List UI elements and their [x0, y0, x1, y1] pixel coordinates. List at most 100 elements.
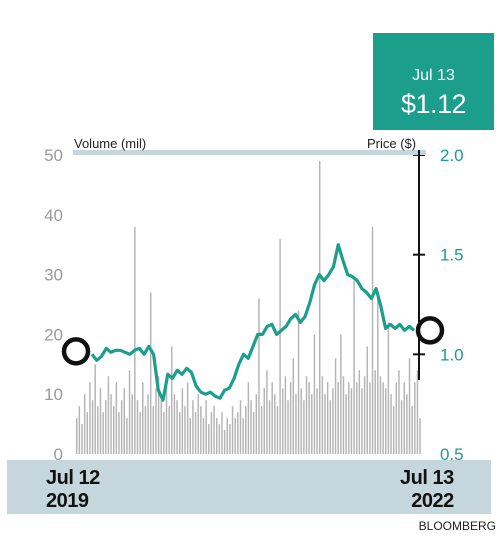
volume-bar — [112, 406, 115, 454]
volume-bar — [287, 400, 289, 454]
volume-bar — [324, 394, 326, 454]
volume-bar — [400, 400, 403, 454]
volume-bar — [403, 382, 405, 454]
volume-axis-title: Volume (mil) — [74, 136, 147, 151]
volume-bar — [176, 400, 178, 454]
volume-bar — [78, 406, 81, 454]
volume-bar — [202, 418, 205, 454]
volume-bar — [237, 412, 239, 454]
latest-price-callout: Jul 13 $1.12 — [373, 33, 494, 130]
volume-bar — [311, 394, 313, 454]
volume-bar — [147, 394, 149, 454]
volume-bar — [371, 226, 374, 454]
volume-bar — [168, 406, 170, 454]
volume-bar — [160, 400, 162, 454]
start-price-marker — [61, 337, 91, 366]
volume-tick-label: 30 — [44, 266, 63, 285]
volume-bar — [245, 406, 247, 454]
volume-bar — [139, 412, 141, 454]
volume-bar — [406, 394, 408, 454]
price-tick-label: 1.0 — [440, 345, 464, 364]
volume-bar — [144, 406, 147, 454]
volume-bar — [181, 388, 184, 454]
volume-bar — [318, 160, 321, 455]
volume-bar — [271, 382, 273, 454]
volume-bar — [192, 400, 194, 454]
volume-bar — [229, 424, 231, 454]
volume-bar — [361, 388, 363, 454]
price-tick-label: 2.0 — [440, 146, 464, 165]
price-tick-label: 0.5 — [440, 445, 464, 464]
volume-bar — [179, 412, 181, 454]
volume-bar — [276, 406, 279, 454]
volume-bar — [81, 424, 83, 454]
volume-bar — [300, 388, 302, 454]
price-axis-ticks: 0.5 1.0 1.5 2.0 — [413, 146, 464, 464]
volume-bar — [316, 388, 318, 454]
volume-bar — [385, 388, 387, 454]
volume-bar — [392, 406, 395, 454]
x-start-line1: Jul 12 — [46, 467, 100, 489]
volume-bar — [355, 382, 358, 454]
volume-bar — [308, 382, 310, 454]
volume-bar — [99, 388, 102, 454]
price-axis-title: Price ($) — [367, 136, 417, 151]
end-price-marker — [415, 316, 445, 345]
volume-bar — [326, 382, 329, 454]
volume-bar — [260, 406, 263, 454]
volume-bar — [223, 430, 226, 454]
x-axis-band — [7, 460, 491, 514]
x-start-label: Jul 12 2019 — [46, 467, 100, 513]
volume-bar — [239, 400, 242, 454]
volume-bar — [165, 382, 168, 454]
volume-bar — [266, 370, 268, 454]
volume-bar — [363, 376, 366, 454]
volume-bar — [110, 394, 112, 454]
volume-bar — [213, 406, 215, 454]
volume-bar — [200, 406, 202, 454]
volume-bar — [118, 412, 120, 454]
volume-bar — [289, 382, 292, 454]
volume-bar — [136, 400, 139, 454]
volume-tick-label: 10 — [44, 385, 63, 404]
volume-bar — [189, 418, 192, 454]
volume-bar — [303, 400, 305, 454]
volume-bar — [334, 358, 337, 454]
volume-bar — [348, 382, 350, 454]
volume-bar — [379, 376, 382, 454]
volume-bar — [215, 418, 218, 454]
volume-bar — [131, 394, 133, 454]
volume-bar — [340, 334, 342, 454]
volume-bar — [134, 226, 136, 454]
volume-bar — [155, 388, 157, 454]
volume-bar — [128, 370, 131, 454]
volume-bar — [366, 346, 368, 454]
x-end-label: Jul 13 2022 — [400, 467, 454, 513]
volume-bar — [186, 382, 189, 454]
volume-tick-label: 0 — [54, 445, 63, 464]
volume-bar — [250, 400, 252, 454]
volume-tick-label: 50 — [44, 146, 63, 165]
volume-bar — [387, 322, 390, 454]
volume-bar — [231, 406, 234, 454]
volume-bar — [142, 382, 144, 454]
volume-bar — [234, 418, 236, 454]
volume-bar — [408, 358, 411, 454]
price-line — [90, 243, 416, 402]
volume-bar — [398, 370, 400, 454]
volume-bar — [374, 370, 376, 454]
volume-bar — [94, 364, 96, 454]
volume-bar — [76, 418, 78, 454]
volume-bar — [218, 424, 221, 454]
volume-bar — [337, 382, 339, 454]
volume-bar — [86, 412, 89, 454]
source-credit: BLOOMBERG — [418, 519, 496, 533]
volume-bar — [252, 412, 255, 454]
volume-bar — [345, 394, 347, 454]
volume-bar — [89, 382, 91, 454]
volume-bar — [194, 412, 197, 454]
volume-axis-ticks: 0 10 20 30 40 50 — [44, 146, 63, 464]
volume-bar — [419, 418, 421, 454]
volume-bar — [184, 406, 186, 454]
